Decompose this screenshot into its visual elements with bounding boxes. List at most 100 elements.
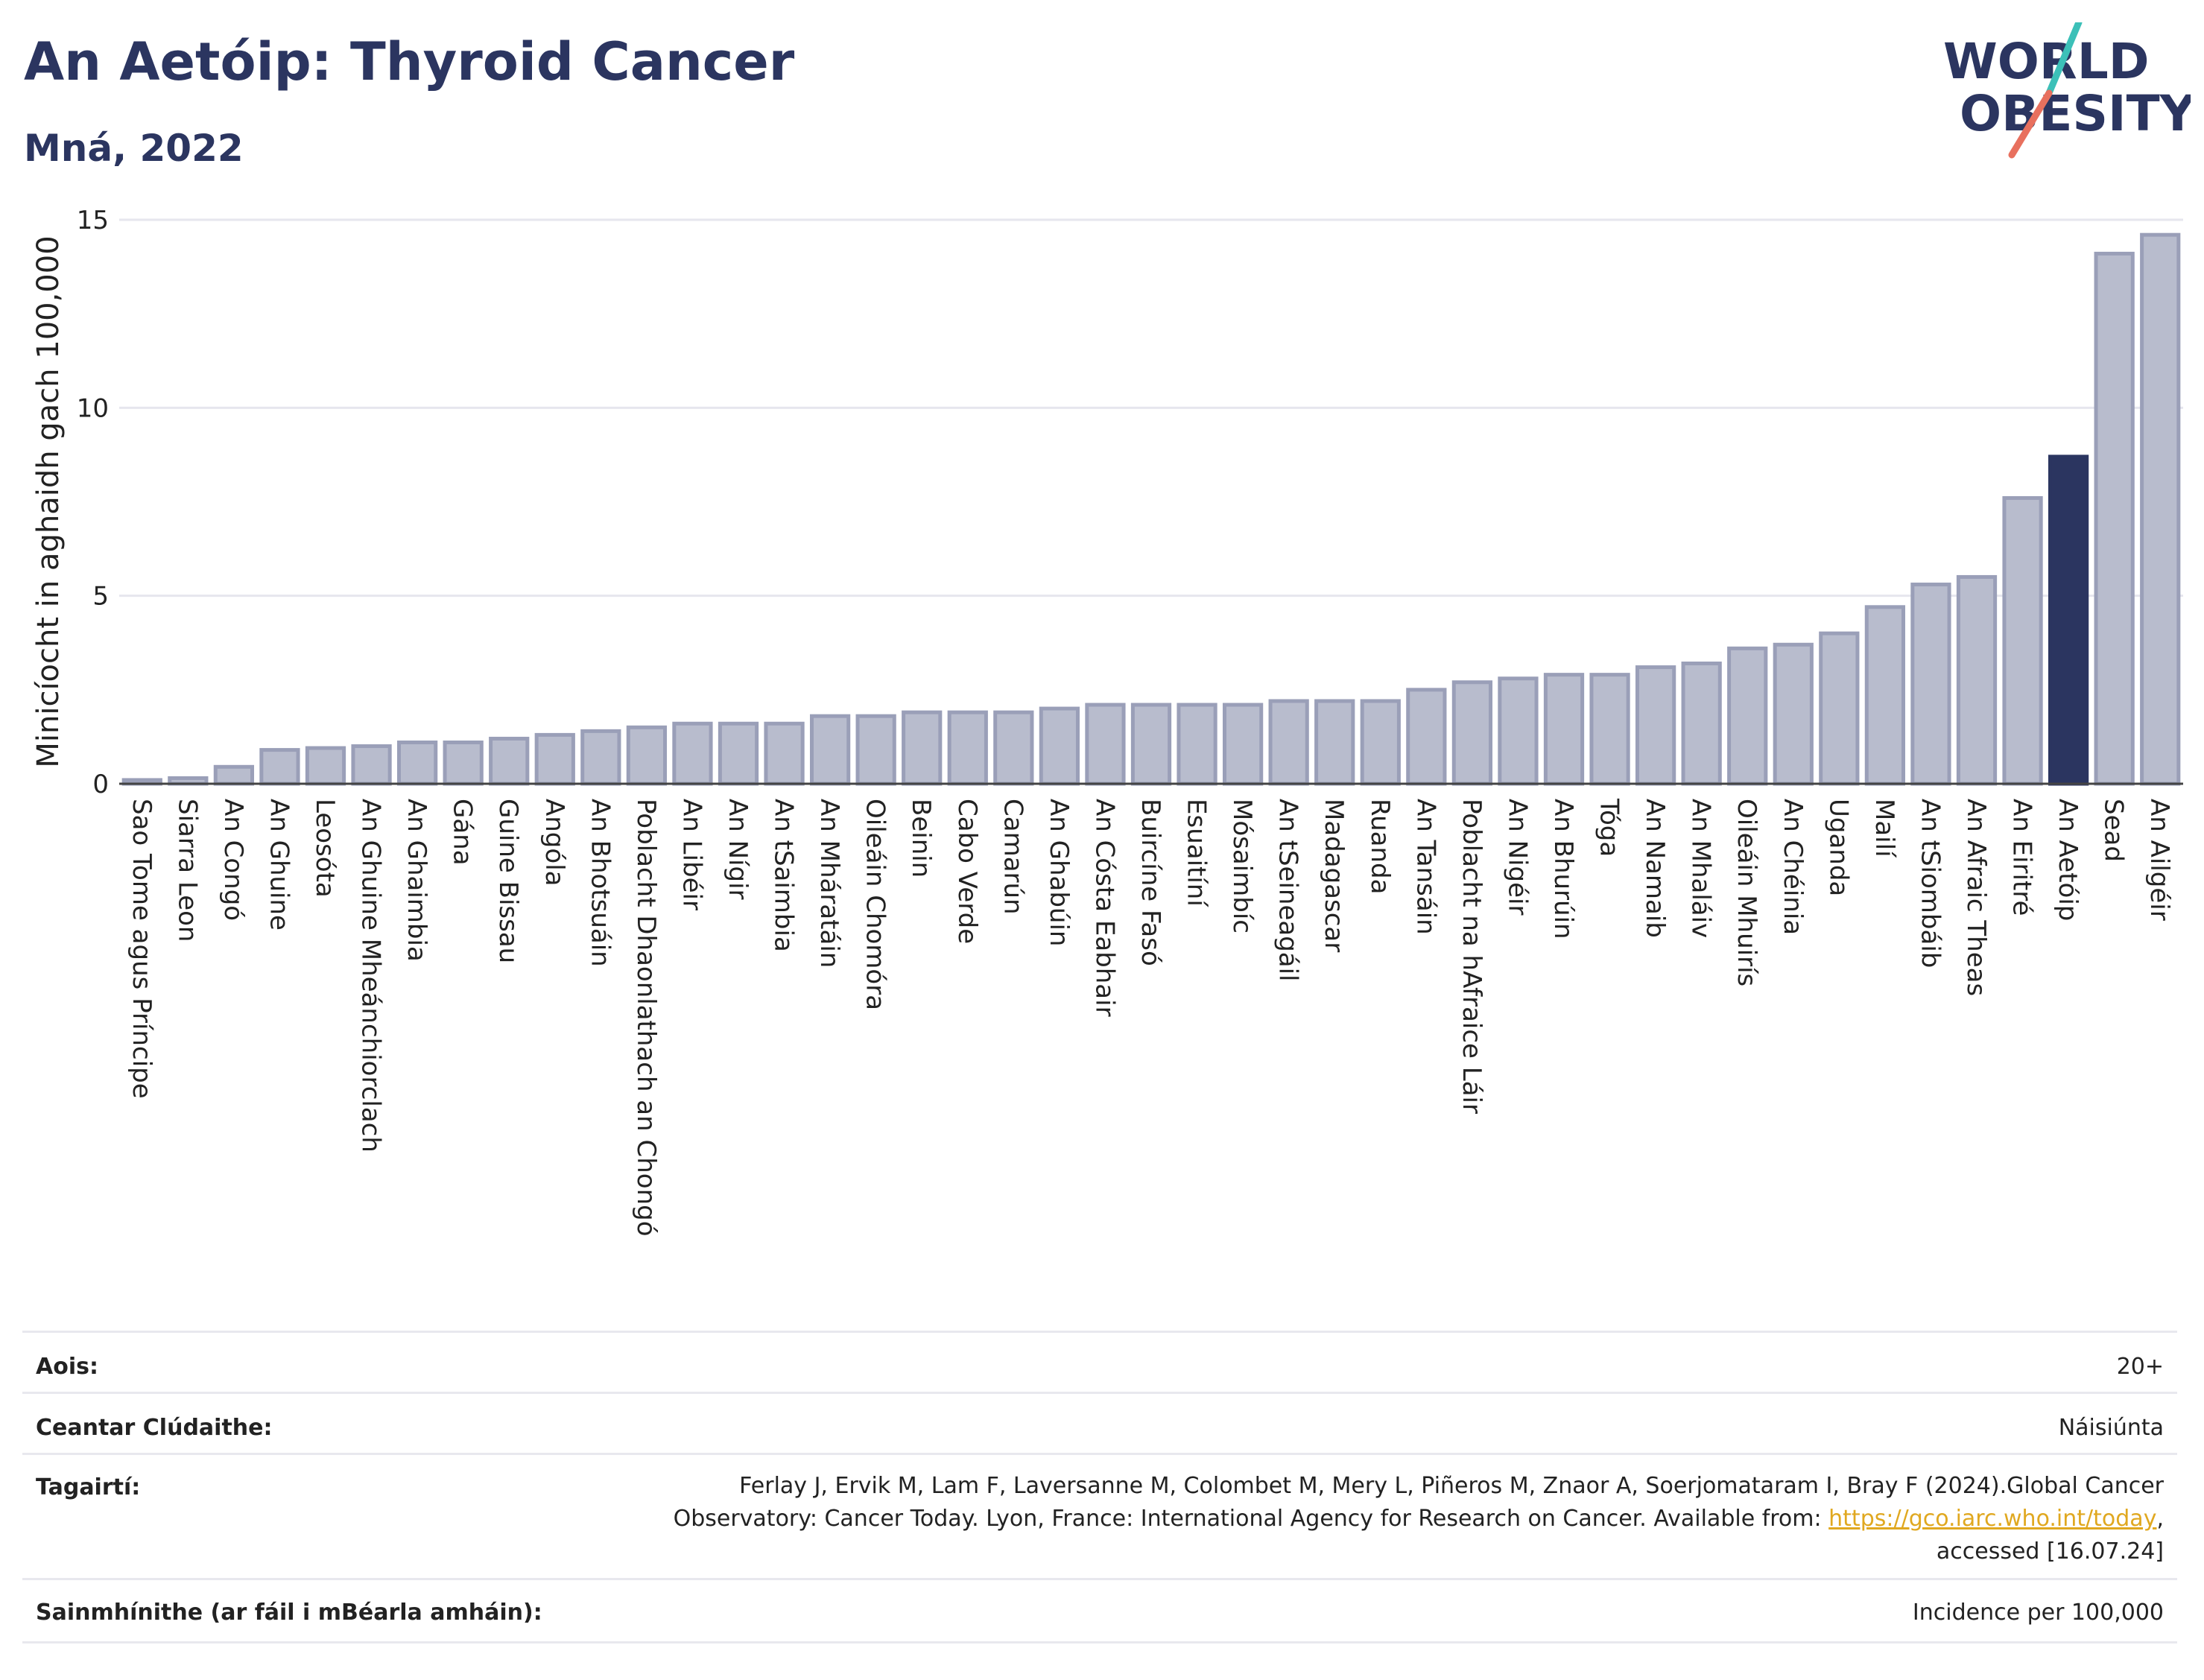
bar <box>1681 662 1722 786</box>
x-tick-label: An Namaib <box>1640 799 1670 938</box>
y-tick-label: 0 <box>92 770 109 799</box>
references-link[interactable]: https://gco.iarc.who.int/today <box>1828 1506 2157 1532</box>
x-tick-label: An tSaimbia <box>769 799 799 952</box>
x-tick-label: An Mhaláiv <box>1686 799 1716 938</box>
x-tick-label: An Eiritré <box>2007 799 2037 916</box>
bar <box>259 748 300 786</box>
x-tick-label: An Nígir <box>723 799 753 900</box>
x-tick-label: An Afraic Theas <box>1961 799 1991 996</box>
chart-subtitle: Mná, 2022 <box>24 127 244 170</box>
bar <box>764 721 805 786</box>
x-tick-label: An Ghabúin <box>1044 799 1074 946</box>
references-line2: Observatory: Cancer Today. Lyon, France:… <box>599 1503 2164 1535</box>
definitions-label: Sainmhínithe (ar fáil i mBéarla amháin): <box>36 1600 542 1626</box>
bar <box>855 714 896 786</box>
x-tick-label: Sead <box>2099 799 2129 862</box>
bar <box>993 710 1034 786</box>
x-tick-label: Mailí <box>1869 799 1899 858</box>
bar <box>534 732 575 786</box>
x-tick-label: An Ailgéir <box>2144 799 2174 921</box>
bar <box>1360 699 1401 786</box>
x-tick-label: Gána <box>448 799 478 866</box>
x-tick-label: An Ghuine <box>264 799 294 931</box>
x-tick-label: Poblacht na hAfraice Láir <box>1457 799 1486 1114</box>
meta-row-area: Ceantar Clúdaithe: Náisiúnta <box>22 1392 2177 1455</box>
bar <box>1222 703 1264 786</box>
bar <box>2140 232 2181 786</box>
bar <box>902 710 943 786</box>
y-tick-label: 15 <box>77 206 109 235</box>
bar <box>2094 251 2135 786</box>
bar <box>672 721 713 786</box>
bar <box>1039 706 1080 786</box>
x-tick-label: Beinin <box>906 799 936 878</box>
bar <box>1406 688 1447 786</box>
bar <box>626 725 668 786</box>
age-label: Aois: <box>36 1354 98 1380</box>
meta-row-references: Tagairtí: Ferlay J, Ervik M, Lam F, Lave… <box>22 1453 2177 1580</box>
bar <box>1085 703 1126 786</box>
x-tick-label: Esuaitíní <box>1182 799 1212 907</box>
bar <box>1268 699 1309 786</box>
bar <box>443 740 484 786</box>
area-label: Ceantar Clúdaithe: <box>36 1415 273 1441</box>
bar <box>1130 703 1172 786</box>
x-tick-label: An Bhotsuáin <box>585 799 615 967</box>
x-tick-label: An tSiombáib <box>1915 799 1945 968</box>
x-tick-label: An tSeineagáil <box>1273 799 1303 982</box>
bar <box>1864 605 1906 786</box>
bar <box>2002 495 2043 786</box>
area-value: Náisiúnta <box>2058 1415 2164 1441</box>
logo-stroke-coral <box>2008 89 2053 159</box>
references-line2-text: Observatory: Cancer Today. Lyon, France:… <box>673 1506 1829 1532</box>
bar <box>1177 703 1217 786</box>
bar <box>2048 454 2089 786</box>
x-tick-label: An Mháratáin <box>814 799 844 968</box>
x-tick-label: An Libéir <box>677 799 706 910</box>
x-tick-label: An Aetóip <box>2053 799 2083 921</box>
logo-line2: OBESITY <box>1960 85 2191 142</box>
bar <box>213 764 255 786</box>
x-tick-label: Leosóta <box>310 799 340 898</box>
x-tick-label: An Cósta Eabhair <box>1089 799 1119 1017</box>
x-tick-label: Camarún <box>998 799 1027 915</box>
bar <box>1819 631 1860 786</box>
bar <box>489 736 530 786</box>
x-tick-label: An Chéinia <box>1778 799 1808 935</box>
bar <box>580 729 621 786</box>
meta-row-definitions: Sainmhínithe (ar fáil i mBéarla amháin):… <box>22 1578 2177 1643</box>
x-tick-label: Oileáin Mhuirís <box>1732 799 1761 986</box>
x-tick-label: Uganda <box>1823 799 1853 896</box>
bar <box>1635 665 1676 786</box>
x-tick-label: Angóla <box>539 799 569 886</box>
chart-title: An Aetóip: Thyroid Cancer <box>24 31 795 92</box>
y-axis-label: Minicíocht in aghaidh gach 100,000 <box>31 235 66 767</box>
x-tick-label: Siarra Leon <box>172 799 202 942</box>
x-tick-label: Tóga <box>1595 798 1624 857</box>
bar <box>947 710 988 786</box>
x-tick-label: An Congó <box>218 799 248 921</box>
y-tick-label: 10 <box>77 393 109 423</box>
meta-row-age: Aois: 20+ <box>22 1331 2177 1394</box>
x-tick-label: Buircíne Fasó <box>1136 799 1165 966</box>
x-tick-label: An Ghuine Mheánchiorclach <box>356 799 386 1153</box>
x-tick-label: Poblacht Dhaonlathach an Chongó <box>631 799 661 1237</box>
x-tick-label: An Tansáin <box>1410 799 1440 935</box>
bar <box>1589 673 1630 786</box>
x-tick-label: An Nigéir <box>1502 799 1532 915</box>
x-tick-label: Sao Tome agus Príncipe <box>127 799 156 1099</box>
bar <box>1956 574 1998 786</box>
bar <box>1910 583 1951 786</box>
bar <box>1451 680 1493 786</box>
references-label: Tagairtí: <box>36 1474 141 1500</box>
x-tick-label: An Bhurúin <box>1548 799 1578 939</box>
x-tick-label: Guine Bissau <box>493 799 523 963</box>
y-tick-label: 5 <box>92 582 109 612</box>
bar <box>1314 699 1355 786</box>
references-line2-post: , <box>2156 1506 2164 1532</box>
bar <box>1543 673 1585 786</box>
x-tick-label: Ruanda <box>1365 799 1395 894</box>
x-tick-label: Cabo Verde <box>952 799 982 944</box>
references-line3: accessed [16.07.24] <box>1936 1538 2164 1565</box>
bar-chart: 0 5 10 15 Minicíocht in aghaidh gach 100,000… <box>31 206 2183 1237</box>
